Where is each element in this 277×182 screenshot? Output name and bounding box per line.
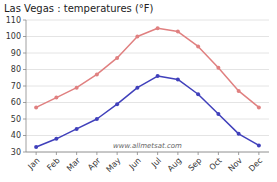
point bbox=[156, 26, 160, 30]
x-tick-label: Nov bbox=[227, 156, 245, 174]
point bbox=[176, 30, 180, 34]
grid-line bbox=[26, 102, 269, 103]
x-tick bbox=[56, 152, 57, 155]
grid-line bbox=[26, 152, 269, 153]
point bbox=[257, 143, 261, 147]
point bbox=[54, 96, 58, 100]
y-tick bbox=[23, 53, 26, 54]
x-tick bbox=[218, 152, 219, 155]
y-tick bbox=[23, 86, 26, 87]
y-tick-label: 60 bbox=[11, 98, 21, 107]
point bbox=[34, 105, 38, 109]
x-tick bbox=[157, 152, 158, 155]
x-tick-label: May bbox=[104, 156, 122, 174]
y-tick-label: 70 bbox=[11, 82, 21, 91]
grid-line bbox=[26, 20, 269, 21]
plot-area bbox=[34, 26, 261, 149]
point bbox=[135, 86, 139, 90]
x-tick-label: Dec bbox=[247, 156, 264, 173]
x-tick-label: Sep bbox=[186, 156, 203, 173]
grid-line bbox=[26, 53, 269, 54]
x-tick bbox=[198, 152, 199, 155]
point bbox=[95, 72, 99, 76]
x-tick-label: Oct bbox=[208, 156, 224, 172]
y-tick bbox=[23, 152, 26, 153]
point bbox=[34, 145, 38, 149]
x-tick bbox=[36, 152, 37, 155]
y-tick bbox=[23, 135, 26, 136]
point bbox=[75, 86, 79, 90]
y-tick-label: 40 bbox=[11, 131, 21, 140]
point bbox=[237, 132, 241, 136]
x-tick-label: Jul bbox=[149, 156, 163, 170]
point bbox=[196, 92, 200, 96]
watermark: www.allmetsat.com bbox=[113, 142, 182, 150]
point bbox=[135, 35, 139, 39]
x-tick-label: Feb bbox=[45, 156, 61, 172]
x-axis-line bbox=[26, 152, 269, 153]
grid-line bbox=[26, 69, 269, 70]
x-tick-label: Apr bbox=[86, 156, 103, 173]
x-tick-label: Jan bbox=[26, 156, 42, 172]
point bbox=[115, 56, 119, 60]
x-tick-label: Jun bbox=[127, 156, 143, 172]
chart: 30 40 50 60 70 80 90 100 110 JanFebMarAprMay Jun Ju… bbox=[0, 0, 277, 182]
y-tick bbox=[23, 102, 26, 103]
grid-line bbox=[26, 86, 269, 87]
point bbox=[75, 127, 79, 131]
point bbox=[156, 74, 160, 78]
x-tick bbox=[117, 152, 118, 155]
y-tick-label: 80 bbox=[11, 65, 21, 74]
grid-line bbox=[26, 119, 269, 120]
chart-container: 30 40 50 60 70 80 90 100 110 JanFebMarAprMay Jun Ju… bbox=[0, 0, 277, 182]
point bbox=[257, 105, 261, 109]
point bbox=[196, 44, 200, 48]
x-tick-label: Aug bbox=[166, 156, 183, 173]
y-tick bbox=[23, 36, 26, 37]
y-axis-line bbox=[26, 20, 27, 152]
axes: 30 40 50 60 70 80 90 100 110 JanFebMarAprMay Jun Ju… bbox=[6, 16, 269, 175]
y-tick bbox=[23, 20, 26, 21]
point bbox=[54, 137, 58, 141]
x-tick bbox=[177, 152, 178, 155]
point bbox=[237, 89, 241, 93]
y-tick bbox=[23, 69, 26, 70]
point bbox=[216, 66, 220, 70]
y-tick-label: 50 bbox=[11, 115, 21, 124]
x-tick-label: Mar bbox=[65, 156, 83, 174]
point bbox=[95, 117, 99, 121]
point bbox=[115, 102, 119, 106]
series-line bbox=[36, 76, 259, 147]
y-tick-label: 90 bbox=[11, 49, 21, 58]
x-tick bbox=[76, 152, 77, 155]
grid-line bbox=[26, 36, 269, 37]
grid bbox=[26, 20, 269, 152]
title: Las Vegas : temperatures (°F) bbox=[4, 3, 154, 14]
x-tick bbox=[96, 152, 97, 155]
x-tick bbox=[238, 152, 239, 155]
point bbox=[216, 112, 220, 116]
series-line bbox=[36, 28, 259, 107]
point bbox=[176, 77, 180, 81]
y-tick bbox=[23, 119, 26, 120]
x-tick bbox=[258, 152, 259, 155]
y-tick-label: 30 bbox=[11, 148, 21, 157]
x-tick bbox=[137, 152, 138, 155]
y-tick-label: 110 bbox=[6, 16, 21, 25]
y-tick-label: 100 bbox=[6, 32, 21, 41]
